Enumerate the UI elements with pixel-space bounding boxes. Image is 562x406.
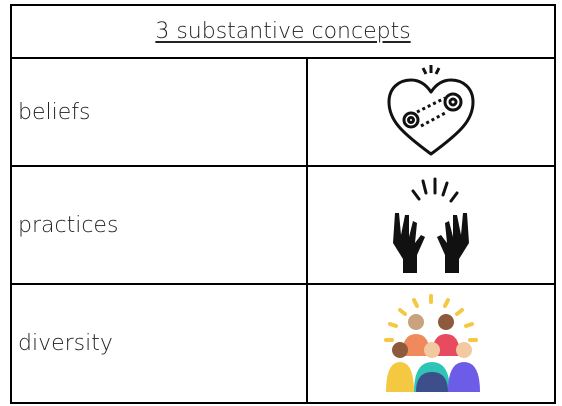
table-header: 3 substantive concepts bbox=[10, 4, 556, 59]
row-label: beliefs bbox=[10, 57, 308, 167]
heart-gears-icon bbox=[387, 65, 475, 156]
hands-icon bbox=[393, 177, 469, 273]
icon-cell bbox=[306, 57, 556, 167]
concepts-table: 3 substantive concepts beliefs practices bbox=[10, 4, 556, 404]
row-label: diversity bbox=[10, 283, 308, 404]
icon-cell bbox=[306, 283, 556, 404]
diversity-icon bbox=[384, 293, 480, 392]
row-label: practices bbox=[10, 165, 308, 285]
icon-cell bbox=[306, 165, 556, 285]
